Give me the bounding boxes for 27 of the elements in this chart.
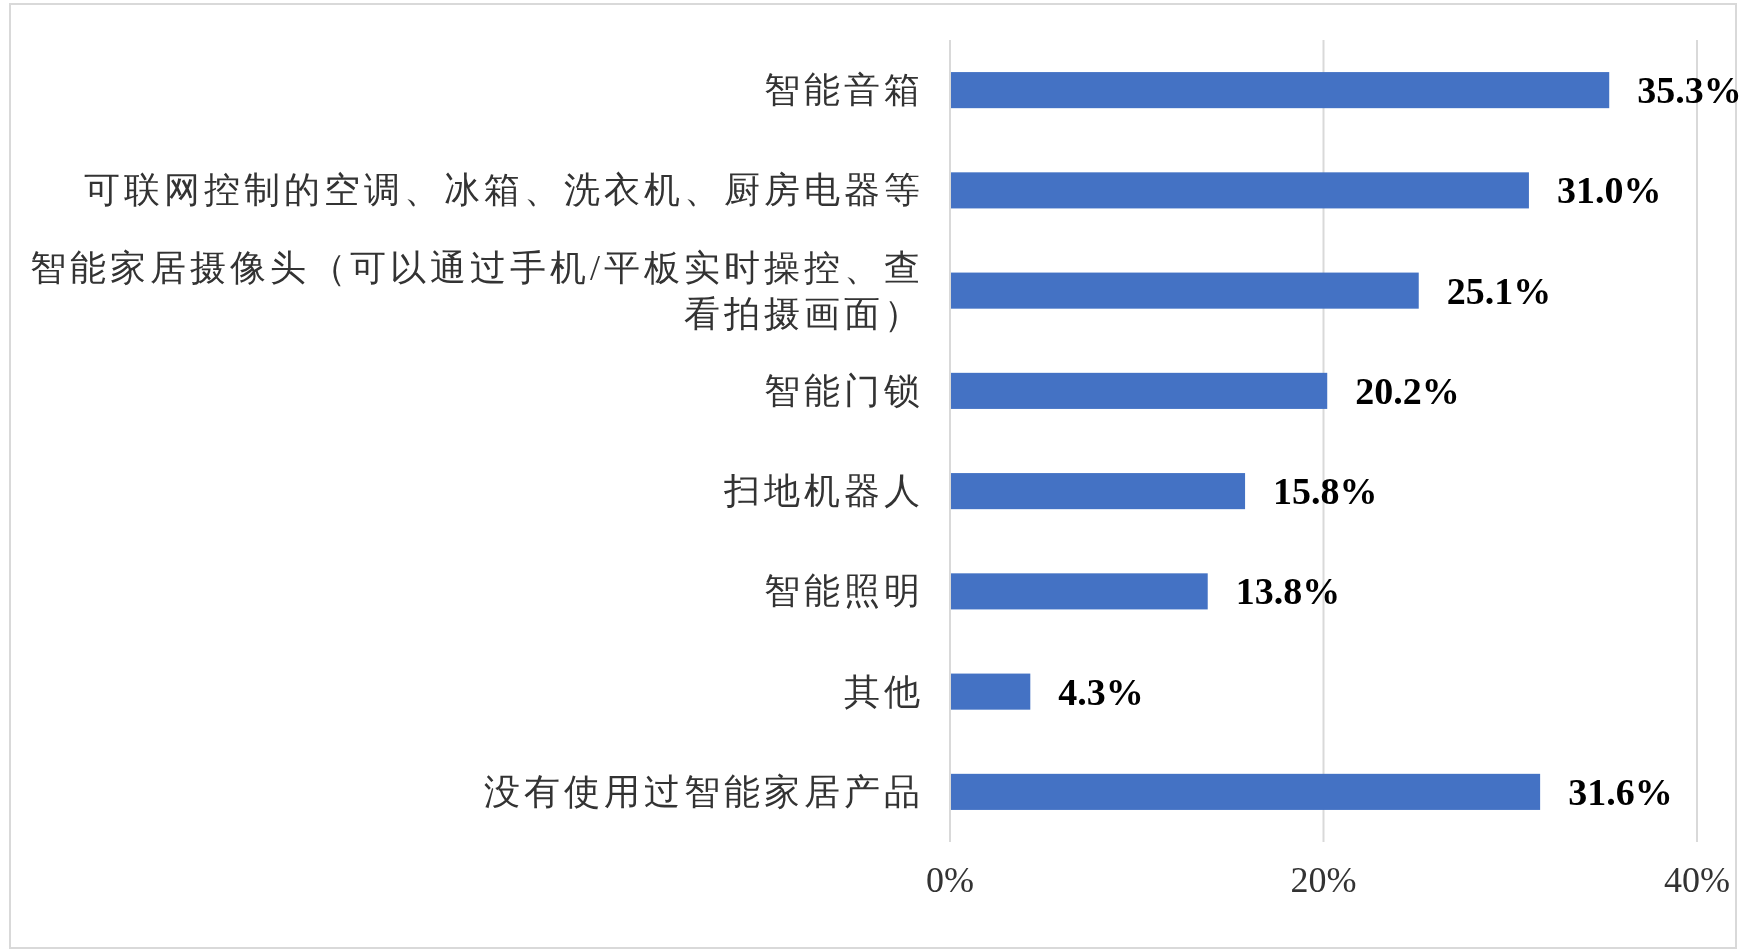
bar [950, 673, 1031, 710]
bar [950, 272, 1419, 309]
data-label: 13.8% [1235, 570, 1341, 613]
y-tick-label: 没有使用过智能家居产品 [484, 771, 924, 812]
y-tick-label: 其他 [844, 671, 924, 712]
data-label: 35.3% [1637, 69, 1742, 112]
data-label: 31.6% [1568, 770, 1673, 813]
data-label: 4.3% [1058, 670, 1144, 713]
bar [950, 773, 1541, 810]
data-label: 25.1% [1446, 269, 1552, 312]
x-tick-label: 20% [1290, 860, 1357, 900]
y-tick-label: 智能照明 [764, 571, 924, 612]
bar [950, 172, 1529, 209]
x-tick-label: 0% [926, 860, 974, 900]
y-tick-label: 可联网控制的空调、冰箱、洗衣机、厨房电器等 [84, 170, 924, 211]
x-tick-label: 40% [1664, 860, 1730, 900]
bar [950, 72, 1610, 109]
y-tick-label: 智能音箱 [764, 70, 924, 111]
bar [950, 473, 1246, 510]
data-label: 31.0% [1556, 169, 1662, 212]
bar [950, 573, 1208, 610]
data-label: 20.2% [1355, 369, 1460, 412]
y-tick-label: 智能门锁 [764, 370, 924, 411]
data-label: 15.8% [1273, 470, 1378, 513]
y-tick-label: 扫地机器人 [723, 471, 924, 512]
bar [950, 372, 1328, 409]
y-tick-label: 智能家居摄像头（可以通过手机/平板实时操控、查看拍摄画面） [29, 247, 924, 334]
